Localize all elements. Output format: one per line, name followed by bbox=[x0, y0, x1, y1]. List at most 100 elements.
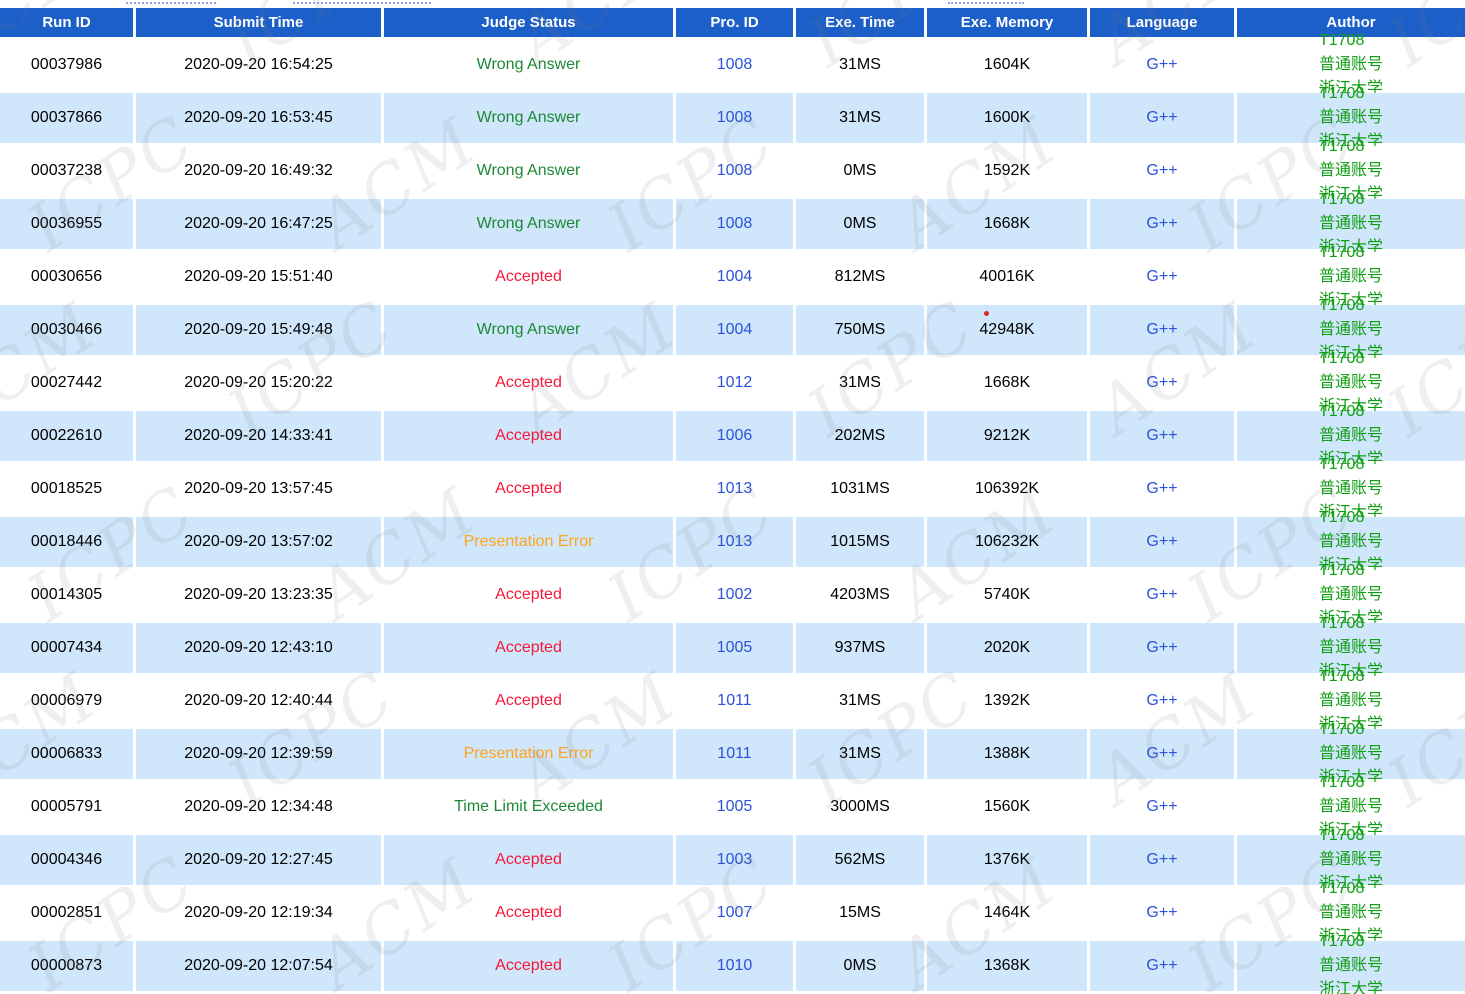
language-link[interactable]: G++ bbox=[1090, 93, 1234, 143]
cell-submit-time: 2020-09-20 14:33:41 bbox=[136, 411, 381, 461]
language-link[interactable]: G++ bbox=[1090, 146, 1234, 196]
problem-link[interactable]: 1008 bbox=[676, 199, 793, 249]
author-user-id: T1708 bbox=[1318, 933, 1365, 950]
language-link[interactable]: G++ bbox=[1090, 941, 1234, 991]
author-link[interactable]: T1708 普通账号 浙江大学 bbox=[1237, 509, 1465, 574]
author-link[interactable]: T1708 普通账号浙江大学 bbox=[1237, 721, 1465, 786]
dotted-border-fragment-3 bbox=[948, 2, 1024, 4]
author-user-id: T1708 bbox=[1318, 350, 1365, 367]
language-link[interactable]: G++ bbox=[1090, 199, 1234, 249]
language-link[interactable]: G++ bbox=[1090, 888, 1234, 938]
problem-link[interactable]: 1008 bbox=[676, 40, 793, 90]
cell-exe-memory: 106392K bbox=[927, 464, 1087, 514]
problem-link[interactable]: 1005 bbox=[676, 782, 793, 832]
author-account-type: 普通账号 bbox=[1318, 427, 1383, 444]
problem-link[interactable]: 1011 bbox=[676, 676, 793, 726]
header-status: Judge Status bbox=[384, 8, 673, 37]
author-link[interactable]: T1708 普通账号 浙江大学 bbox=[1237, 827, 1465, 892]
table-row: 00005791 2020-09-20 12:34:48 Time Limit Ex… bbox=[0, 774, 1465, 839]
cell-run-id: 00007434 bbox=[0, 623, 133, 673]
author-line-1: T1708 普通账号 bbox=[1319, 241, 1383, 289]
author-user-id: T1708 bbox=[1318, 138, 1365, 155]
author-account-type: 普通账号 bbox=[1318, 162, 1383, 179]
problem-link[interactable]: 1004 bbox=[676, 252, 793, 302]
author-user-id: T1708 bbox=[1318, 562, 1365, 579]
cell-judge-status: Accepted bbox=[384, 464, 673, 514]
author-link[interactable]: T1708 普通账号 浙江大学 bbox=[1237, 456, 1465, 521]
table-row: 00037238 2020-09-20 16:49:32 Wrong Answer 1… bbox=[0, 138, 1465, 203]
table-row: 00018525 2020-09-20 13:57:45 Accepted 1013 1… bbox=[0, 456, 1465, 521]
author-line-1: T1708 普通账号 bbox=[1319, 718, 1383, 766]
language-link[interactable]: G++ bbox=[1090, 305, 1234, 355]
problem-link[interactable]: 1007 bbox=[676, 888, 793, 938]
language-link[interactable]: G++ bbox=[1090, 570, 1234, 620]
author-line-1: T1708 普通账号 bbox=[1319, 771, 1383, 819]
language-link[interactable]: G++ bbox=[1090, 782, 1234, 832]
language-link[interactable]: G++ bbox=[1090, 358, 1234, 408]
author-link[interactable]: T1708 普通账号 浙江大学 bbox=[1237, 32, 1465, 97]
author-line-1: T1708 普通账号 bbox=[1319, 294, 1383, 342]
problem-link[interactable]: 1013 bbox=[676, 464, 793, 514]
language-link[interactable]: G++ bbox=[1090, 729, 1234, 779]
author-school: 浙江大学 bbox=[1318, 875, 1383, 892]
problem-link[interactable]: 1002 bbox=[676, 570, 793, 620]
language-link[interactable]: G++ bbox=[1090, 517, 1234, 567]
author-school: 浙江大学 bbox=[1318, 822, 1383, 839]
memory-value: 2020K bbox=[983, 639, 1031, 656]
memory-value: 42948K bbox=[979, 321, 1035, 338]
problem-link[interactable]: 1010 bbox=[676, 941, 793, 991]
author-link[interactable]: T1708 普通账号浙江大学 bbox=[1237, 774, 1465, 839]
language-link[interactable]: G++ bbox=[1090, 464, 1234, 514]
author-line-1: T1708 普通账号 bbox=[1319, 453, 1383, 501]
author-link[interactable]: T1708 普通账号 浙江大学 bbox=[1237, 880, 1465, 945]
problem-link[interactable]: 1008 bbox=[676, 146, 793, 196]
author-link[interactable]: T1708 普通账号 浙江大学 bbox=[1237, 350, 1465, 415]
problem-link[interactable]: 1003 bbox=[676, 835, 793, 885]
author-account-type: 普通账号 bbox=[1318, 957, 1383, 974]
author-link[interactable]: T1708 普通账号 浙江大学 bbox=[1237, 615, 1465, 680]
cell-run-id: 00037238 bbox=[0, 146, 133, 196]
cell-run-id: 00027442 bbox=[0, 358, 133, 408]
language-link[interactable]: G++ bbox=[1090, 676, 1234, 726]
author-school: 浙江大学 bbox=[1318, 186, 1383, 203]
author-user-id: T1708 bbox=[1318, 32, 1365, 49]
author-user-id: T1708 bbox=[1318, 297, 1365, 314]
author-link[interactable]: T1708 普通账号 浙江大学 bbox=[1237, 403, 1465, 468]
author-school: 浙江大学 bbox=[1318, 663, 1383, 680]
author-link[interactable]: T1708 普通账号 浙江大学 bbox=[1237, 562, 1465, 627]
author-link[interactable]: T1708 普通账号 浙江大学 bbox=[1237, 668, 1465, 733]
problem-link[interactable]: 1006 bbox=[676, 411, 793, 461]
cell-exe-time: 31MS bbox=[796, 93, 924, 143]
cell-exe-memory: 1668K bbox=[927, 199, 1087, 249]
cell-run-id: 00014305 bbox=[0, 570, 133, 620]
language-link[interactable]: G++ bbox=[1090, 411, 1234, 461]
cell-judge-status: Accepted bbox=[384, 570, 673, 620]
memory-value: 1560K bbox=[983, 798, 1031, 815]
cell-judge-status: Accepted bbox=[384, 358, 673, 408]
problem-link[interactable]: 1011 bbox=[676, 729, 793, 779]
cell-submit-time: 2020-09-20 16:47:25 bbox=[136, 199, 381, 249]
problem-link[interactable]: 1008 bbox=[676, 93, 793, 143]
cell-submit-time: 2020-09-20 12:43:10 bbox=[136, 623, 381, 673]
problem-link[interactable]: 1005 bbox=[676, 623, 793, 673]
author-link[interactable]: T1708 普通账号浙江大学 bbox=[1237, 138, 1465, 203]
table-row: 00030466 2020-09-20 15:49:48 Wrong Answer 1… bbox=[0, 297, 1465, 362]
language-link[interactable]: G++ bbox=[1090, 40, 1234, 90]
author-link[interactable]: T1708 普通账号 浙江大学 bbox=[1237, 933, 1465, 994]
author-school: 浙江大学 bbox=[1318, 769, 1383, 786]
table-row: 00006833 2020-09-20 12:39:59 Presentation … bbox=[0, 721, 1465, 786]
author-link[interactable]: T1708 普通账号 浙江大学 bbox=[1237, 297, 1465, 362]
problem-link[interactable]: 1004 bbox=[676, 305, 793, 355]
language-link[interactable]: G++ bbox=[1090, 835, 1234, 885]
author-school: 浙江大学 bbox=[1318, 610, 1383, 627]
cell-exe-memory: 1560K bbox=[927, 782, 1087, 832]
language-link[interactable]: G++ bbox=[1090, 623, 1234, 673]
problem-link[interactable]: 1013 bbox=[676, 517, 793, 567]
problem-link[interactable]: 1012 bbox=[676, 358, 793, 408]
author-link[interactable]: T1708 普通账号 浙江大学 bbox=[1237, 85, 1465, 150]
author-user-id: T1708 bbox=[1318, 85, 1365, 102]
author-link[interactable]: T1708 普通账号 浙江大学 bbox=[1237, 191, 1465, 256]
language-link[interactable]: G++ bbox=[1090, 252, 1234, 302]
author-link[interactable]: T1708 普通账号 浙江大学 bbox=[1237, 244, 1465, 309]
